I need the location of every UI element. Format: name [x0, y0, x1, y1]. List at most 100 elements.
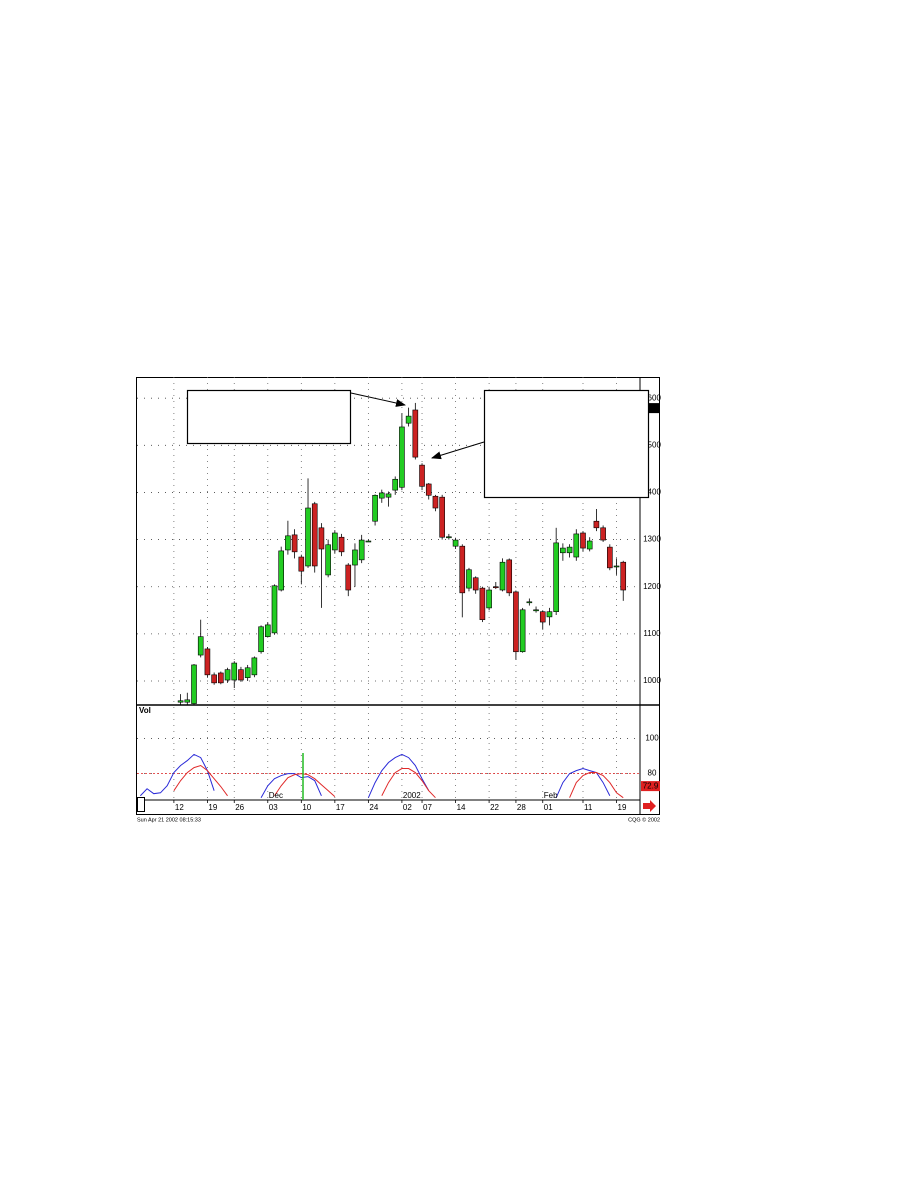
candle-body — [573, 533, 580, 558]
x-tick-label: 22 — [490, 803, 499, 812]
candle-body — [519, 609, 526, 653]
candle-body — [466, 569, 472, 589]
candle-body — [358, 539, 365, 561]
candle-body — [533, 609, 539, 612]
indicator-line — [139, 753, 611, 798]
candle-body — [392, 478, 399, 491]
candle-body — [526, 601, 533, 604]
candle-body — [539, 611, 546, 623]
candle-body — [244, 667, 251, 678]
candle-body — [586, 540, 593, 550]
candle-body — [600, 527, 606, 541]
candle-body — [560, 547, 566, 554]
x-tick-label: 28 — [517, 803, 526, 812]
candle-body — [479, 587, 486, 621]
x-tick-label: 12 — [175, 803, 184, 812]
candle-body — [177, 700, 184, 703]
x-tick-label: 26 — [235, 803, 244, 812]
scroll-arrow[interactable] — [643, 800, 656, 812]
y-tick-label: 1600 — [643, 393, 661, 402]
x-tick-label: 17 — [336, 803, 345, 812]
candle-body — [506, 559, 513, 594]
candle-body — [345, 564, 352, 591]
candle-body — [432, 495, 439, 509]
candle-body — [285, 535, 291, 551]
candle-body — [385, 493, 392, 498]
candle-body — [472, 577, 479, 591]
candle-body — [305, 507, 311, 567]
current-value-label: 1579 — [642, 404, 660, 413]
candle-body — [197, 636, 204, 656]
x-tick-label: 14 — [457, 803, 466, 812]
candle-body — [513, 591, 519, 653]
price-panel — [177, 402, 627, 705]
x-tick-label: 11 — [584, 803, 593, 812]
candle-body — [613, 565, 620, 568]
y-tick-label: 1200 — [643, 582, 661, 591]
y-tick-label: 1300 — [643, 535, 661, 544]
x-tick-label: 10 — [302, 803, 311, 812]
candle-body — [405, 415, 412, 424]
scroll-box[interactable] — [137, 797, 145, 812]
candle-body — [211, 674, 217, 684]
candle-body — [184, 699, 191, 703]
x-tick-label: 19 — [208, 803, 217, 812]
x-tick-label: 03 — [269, 803, 278, 812]
annotation-arrow — [350, 392, 406, 407]
candle-body — [425, 483, 432, 496]
period-label: Feb — [544, 791, 558, 800]
indicator-panel — [137, 753, 640, 799]
candle-body — [238, 669, 244, 681]
y-tick-label: 80 — [648, 769, 657, 778]
candle-body — [566, 546, 573, 554]
candle-body — [291, 534, 298, 553]
candle-body — [204, 648, 211, 676]
candle-body — [546, 611, 553, 618]
candle-body — [580, 532, 586, 549]
candle-body — [459, 545, 466, 594]
current-value-label: 72.9 — [643, 782, 659, 791]
candle-body — [338, 536, 345, 553]
x-tick-label: 24 — [369, 803, 378, 812]
candle-body — [378, 492, 385, 499]
y-tick-label: 1500 — [643, 440, 661, 449]
candle-body — [271, 585, 278, 634]
annotation-box — [186, 389, 352, 445]
current-value-box — [641, 403, 660, 414]
candle-body — [553, 542, 559, 612]
x-tick-label: 19 — [618, 803, 627, 812]
current-value-box — [641, 781, 660, 792]
candle-body — [352, 549, 358, 566]
y-tick-label: 1100 — [643, 629, 661, 638]
candle-body — [258, 626, 264, 653]
candle-body — [251, 657, 258, 676]
candle-body — [493, 586, 499, 589]
candle-body — [486, 589, 492, 609]
candle-body — [499, 561, 506, 591]
x-tick-label: 02 — [403, 803, 412, 812]
period-label: 2002 — [403, 791, 421, 800]
candle-body — [278, 550, 284, 591]
period-label: Dec — [269, 791, 283, 800]
annotation-box — [483, 389, 650, 499]
candle-body — [439, 496, 445, 538]
candle-body — [298, 556, 305, 572]
y-tick-label: 1000 — [643, 676, 661, 685]
label-layer: 12 19 26 03 10 17 24 02 07 14 22 28 01 11 19 Dec 2002 Feb… — [139, 393, 661, 812]
candle-body — [191, 664, 197, 704]
candle-body — [264, 624, 271, 637]
candle-body — [311, 503, 318, 567]
footer-timestamp: Sun Apr 21 2002 08:15:33 — [137, 817, 201, 823]
candle-body — [452, 539, 459, 547]
candle-body — [365, 540, 372, 543]
candle-body — [372, 494, 378, 522]
candle-body — [218, 672, 224, 684]
candle-body — [593, 520, 600, 529]
candle-body — [419, 464, 425, 487]
indicator-line — [173, 764, 624, 799]
footer-copyright: CQG © 2002 — [628, 816, 660, 823]
annotation-arrow — [431, 441, 485, 460]
candle-body — [399, 426, 405, 488]
candle-body — [224, 669, 231, 681]
